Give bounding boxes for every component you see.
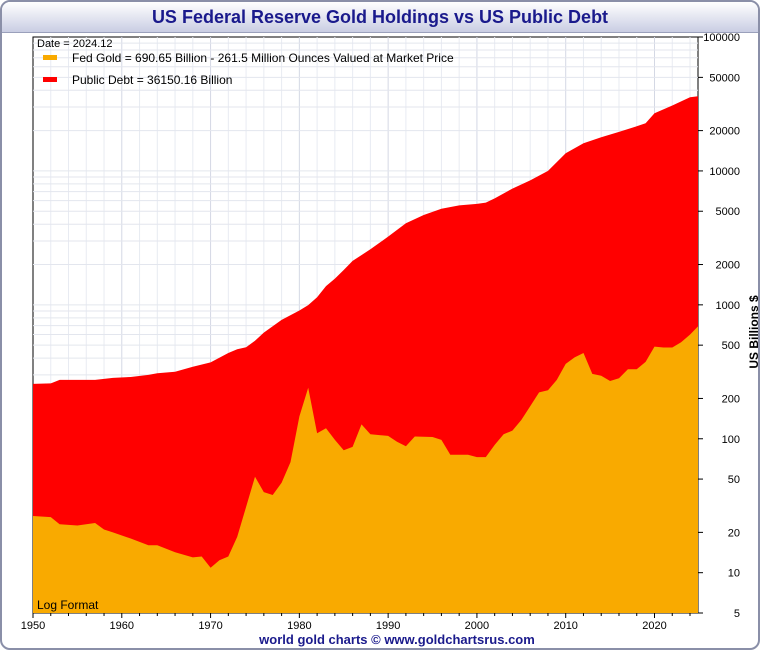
y-tick-label: 20000 [709, 126, 740, 138]
series-areas [33, 96, 698, 613]
x-tick-label: 1990 [376, 620, 400, 632]
y-tick-label: 200 [722, 393, 740, 405]
y-tick-label: 5 [734, 608, 740, 620]
x-tick-label: 2000 [465, 620, 489, 632]
legend-label-fed-gold: Fed Gold = 690.65 Billion - 261.5 Millio… [72, 51, 454, 65]
y-tick-label: 10 [728, 568, 740, 580]
x-tick-label: 1980 [287, 620, 311, 632]
footer-credit: world gold charts © www.goldchartsrus.co… [258, 632, 535, 647]
legend-swatch-fed-gold [43, 55, 57, 60]
y-tick-label: 50 [728, 474, 740, 486]
y-tick-label: 50000 [709, 72, 740, 84]
y-tick-label: 100 [722, 434, 740, 446]
y-axis-ticks: 5 10 20 50 100 200 500 1000 2000 5000 10000 20000 50… [698, 32, 740, 620]
x-tick-label: 2010 [553, 620, 577, 632]
x-axis-ticks: 1950 1960 1970 1980 1990 2000 2010 2020 [21, 613, 691, 632]
y-tick-label: 500 [722, 340, 740, 352]
y-tick-label: 2000 [716, 260, 740, 272]
x-tick-label: 1970 [198, 620, 222, 632]
date-label: Date = 2024.12 [37, 38, 113, 50]
fed-gold-area [33, 326, 698, 613]
title-bar: US Federal Reserve Gold Holdings vs US P… [2, 2, 758, 33]
legend-swatch-public-debt [43, 77, 57, 82]
y-tick-label: 10000 [709, 166, 740, 178]
x-tick-label: 1950 [21, 620, 45, 632]
x-tick-label: 2020 [642, 620, 666, 632]
y-axis-label: US Billions $ [747, 295, 758, 369]
y-tick-label: 5000 [716, 206, 740, 218]
chart-title: US Federal Reserve Gold Holdings vs US P… [151, 7, 609, 27]
y-tick-label: 1000 [716, 300, 740, 312]
y-tick-label: 100000 [703, 32, 740, 44]
legend: Fed Gold = 690.65 Billion - 261.5 Millio… [43, 51, 454, 87]
x-tick-label: 1960 [110, 620, 134, 632]
scale-note: Log Format [37, 598, 99, 612]
legend-label-public-debt: Public Debt = 36150.16 Billion [72, 73, 232, 87]
y-tick-label: 20 [728, 527, 740, 539]
